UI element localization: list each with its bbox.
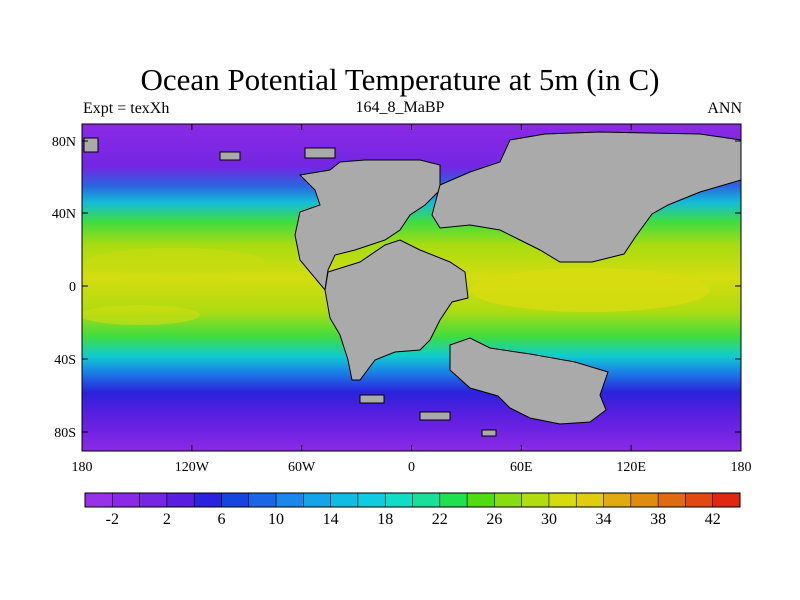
- lon-label: 120E: [616, 460, 646, 475]
- colorbar-swatch: [221, 493, 250, 507]
- colorbar-swatch: [494, 493, 522, 507]
- season-label: ANN: [707, 100, 742, 117]
- colorbar-label: 10: [268, 511, 284, 528]
- colorbar-swatch: [276, 493, 304, 507]
- lon-label: 60W: [288, 460, 316, 475]
- colorbar-label: 26: [486, 511, 502, 528]
- colorbar: [84, 492, 741, 508]
- colorbar-label: 18: [377, 511, 393, 528]
- colorbar-swatch: [139, 493, 168, 507]
- colorbar-label: 38: [650, 511, 666, 528]
- colorbar-swatch: [467, 493, 495, 507]
- land-antarctica: [449, 337, 609, 425]
- lat-label: 0: [69, 280, 76, 295]
- colorbar-swatch: [521, 493, 550, 507]
- colorbar-swatch: [548, 493, 577, 507]
- colorbar-swatch: [712, 493, 741, 507]
- land-africa: [431, 131, 741, 263]
- longitude-labels: 180 120W 60W 0 60E 120E 180: [72, 460, 752, 475]
- lat-label: 80N: [52, 135, 76, 150]
- lon-label: 60E: [510, 460, 533, 475]
- period-label: 164_8_MaBP: [355, 99, 445, 116]
- colorbar-swatch: [330, 493, 359, 507]
- colorbar-label: 34: [596, 511, 612, 528]
- colorbar-labels: -2 2 6 10 14 18 22 26 30 34 38 42: [106, 511, 721, 528]
- colorbar-swatch: [385, 493, 413, 507]
- colorbar-swatch: [303, 493, 331, 507]
- colorbar-label: -2: [106, 511, 119, 528]
- lon-label: 180: [731, 460, 752, 475]
- colorbar-swatch: [166, 493, 195, 507]
- colorbar-swatch: [248, 493, 277, 507]
- lon-label: 120W: [175, 460, 210, 475]
- colorbar-swatch: [412, 493, 441, 507]
- colorbar-label: 30: [541, 511, 557, 528]
- colorbar-swatch: [439, 493, 468, 507]
- land-masses: [83, 131, 741, 437]
- land-island-3: [481, 429, 497, 437]
- land-island-2: [419, 411, 451, 421]
- colorbar-label: 6: [217, 511, 225, 528]
- land-island-arctic-1: [83, 137, 99, 153]
- colorbar-swatch: [112, 493, 140, 507]
- land-island-1: [359, 394, 385, 404]
- colorbar-swatch: [576, 493, 604, 507]
- lon-label: 0: [408, 460, 415, 475]
- colorbar-swatch: [194, 493, 222, 507]
- colorbar-label: 14: [323, 511, 339, 528]
- land-island-arctic-2: [219, 151, 241, 161]
- colorbar-swatch: [685, 493, 714, 507]
- land-north-america: [294, 159, 441, 292]
- lat-label: 80S: [54, 426, 76, 441]
- lat-label: 40S: [54, 353, 76, 368]
- colorbar-label: 22: [432, 511, 448, 528]
- warm-pool-west: [85, 248, 265, 276]
- lon-label: 180: [72, 460, 93, 475]
- land-island-arctic-3: [304, 147, 336, 159]
- latitude-labels: 80N 40N 0 40S 80S: [52, 135, 76, 441]
- map-panel: 80N 40N 0 40S 80S 180 120W 60W 0 60E 120E 180: [52, 123, 752, 475]
- lat-label: 40N: [52, 207, 76, 222]
- colorbar-swatch: [357, 493, 386, 507]
- colorbar-swatch: [603, 493, 632, 507]
- plot-title: Ocean Potential Temperature at 5m (in C): [140, 62, 660, 97]
- experiment-label: Expt = texXh: [83, 100, 170, 117]
- colorbar-swatch: [630, 493, 659, 507]
- warm-pool-east: [470, 268, 710, 312]
- colorbar-swatch: [85, 493, 113, 507]
- colorbar-label: 2: [163, 511, 171, 528]
- warm-pool-south: [82, 305, 200, 325]
- colorbar-label: 42: [705, 511, 721, 528]
- colorbar-swatch: [658, 493, 686, 507]
- land-south-america: [324, 239, 469, 381]
- map-ticks: [81, 124, 742, 451]
